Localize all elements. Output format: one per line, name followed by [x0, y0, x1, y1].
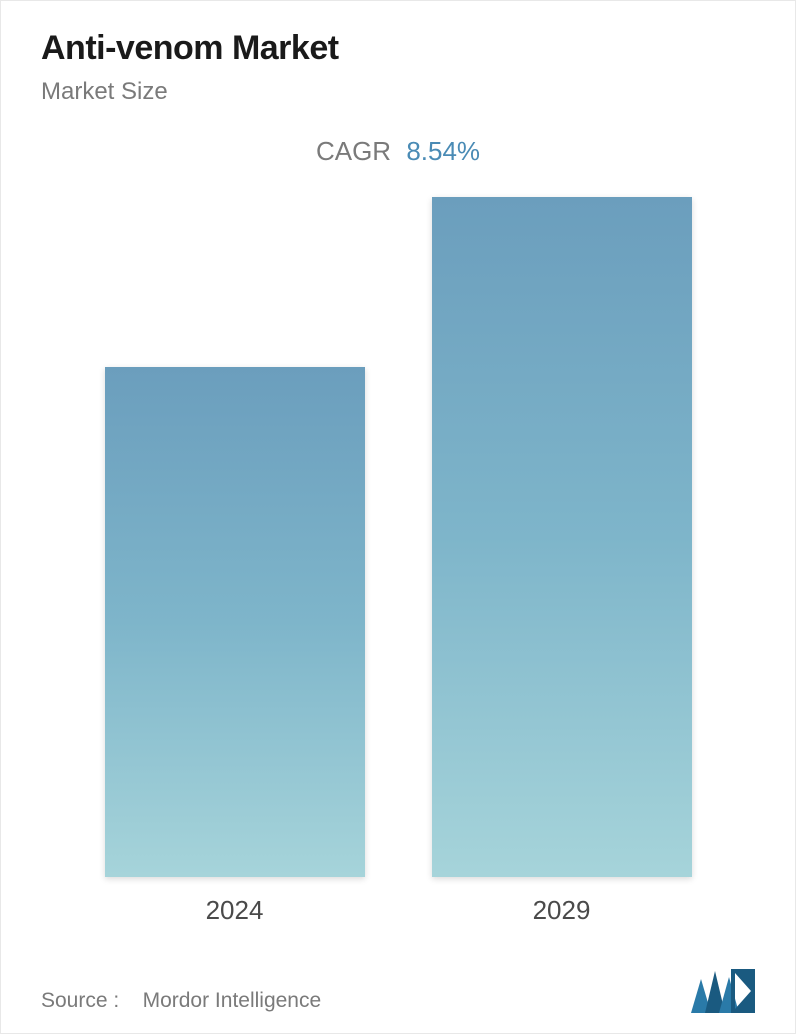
x-label-1: 2029 [432, 895, 692, 926]
bar-1 [432, 197, 692, 877]
bar-wrap-1 [432, 197, 692, 877]
x-axis: 2024 2029 [41, 877, 755, 926]
bar-chart [41, 197, 755, 877]
bar-wrap-0 [105, 367, 365, 877]
page-subtitle: Market Size [41, 78, 755, 106]
brand-logo [691, 969, 755, 1013]
bars-container [41, 197, 755, 877]
source-label: Source : [41, 989, 119, 1012]
footer: Source : Mordor Intelligence [41, 969, 755, 1013]
source-text: Source : Mordor Intelligence [41, 989, 321, 1013]
cagr-label: CAGR [316, 136, 391, 166]
x-label-0: 2024 [105, 895, 365, 926]
cagr-row: CAGR 8.54% [41, 136, 755, 167]
cagr-value: 8.54% [406, 136, 480, 166]
logo-icon [691, 969, 755, 1013]
page-title: Anti-venom Market [41, 29, 755, 68]
source-name: Mordor Intelligence [143, 989, 322, 1012]
bar-0 [105, 367, 365, 877]
